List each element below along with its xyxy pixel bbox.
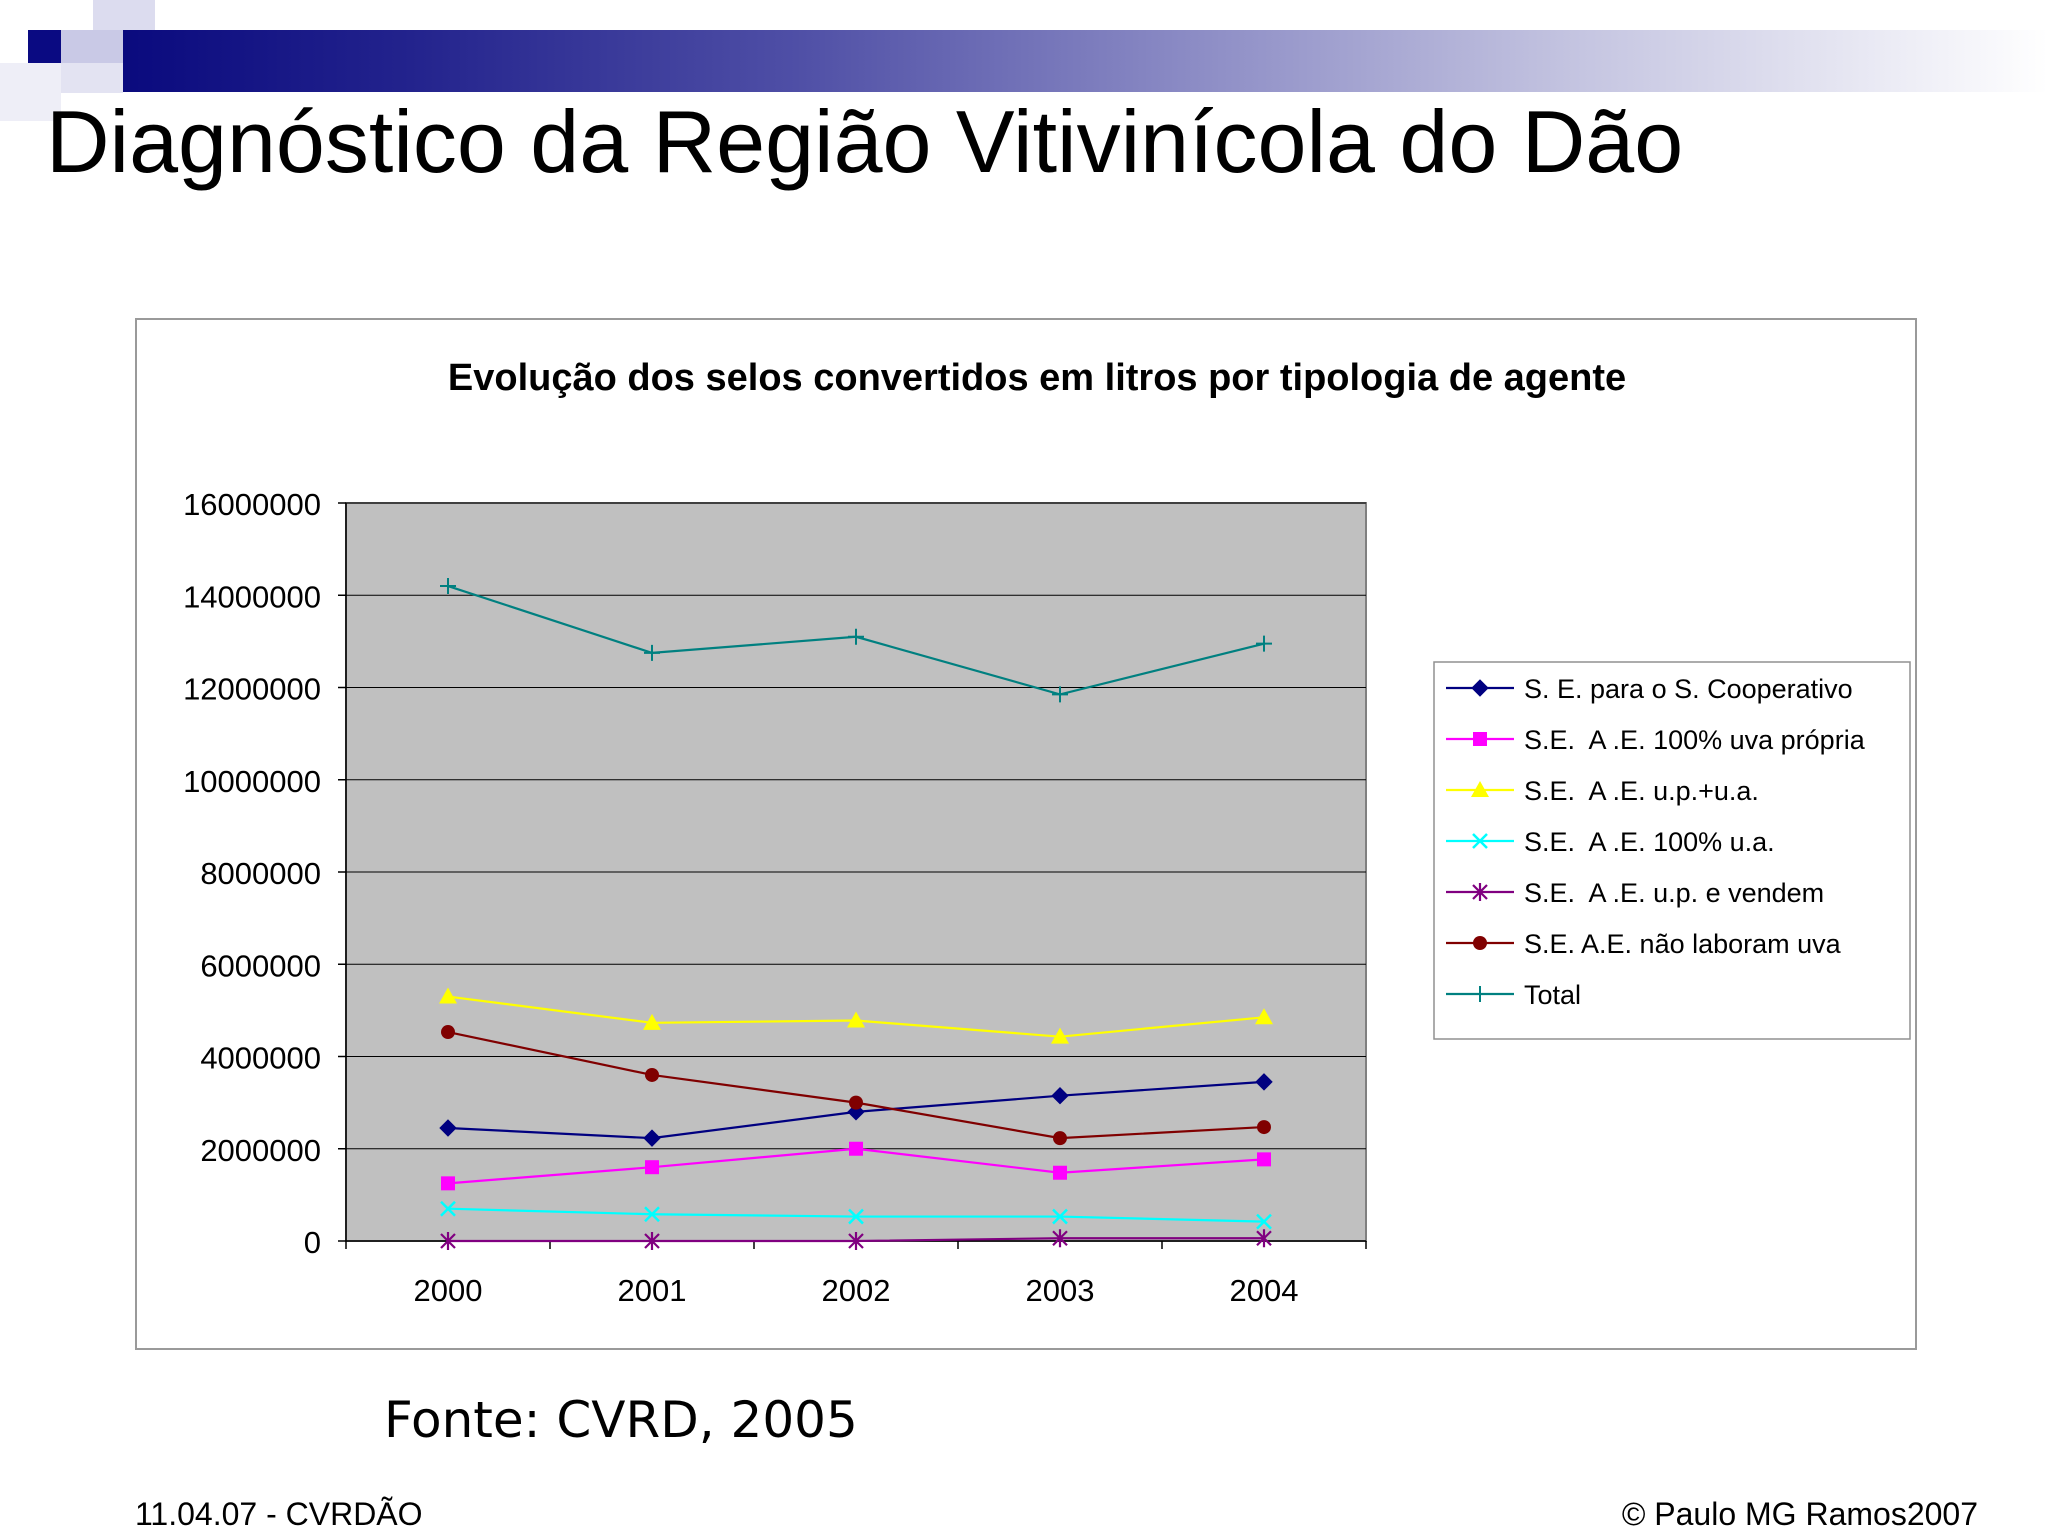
data-point — [440, 578, 456, 595]
x-tick-label: 2003 — [1026, 1273, 1095, 1308]
chart-title: Evolução dos selos convertidos em litros… — [448, 357, 1626, 399]
data-point — [440, 1232, 456, 1250]
data-point — [847, 1011, 865, 1028]
data-point — [645, 1160, 659, 1175]
chart-legend — [1433, 661, 1911, 1040]
legend-label: S.E. A .E. 100% uva própria — [1524, 725, 1866, 755]
y-tick-label: 2000000 — [200, 1133, 321, 1168]
data-point — [1051, 1027, 1069, 1044]
header-square-decoration — [28, 30, 61, 63]
data-point — [1052, 1208, 1068, 1225]
data-point — [441, 1176, 455, 1191]
footer-date: 11.04.07 - CVRDÃO — [135, 1496, 423, 1532]
legend-marker — [1472, 833, 1488, 849]
y-tick-label: 6000000 — [200, 948, 321, 983]
data-point — [848, 1208, 864, 1225]
x-tick-label: 2004 — [1230, 1273, 1299, 1308]
legend-marker — [1472, 986, 1488, 1002]
x-tick-label: 2001 — [618, 1273, 687, 1308]
slide-title: Diagnóstico da Região Vitivinícola do Dã… — [46, 92, 1684, 191]
header-gradient-bar — [122, 30, 2048, 92]
data-point — [645, 1067, 659, 1082]
footer-copyright: © Paulo MG Ramos2007 — [1621, 1496, 1978, 1532]
legend-marker — [1471, 781, 1489, 797]
legend-label: S. E. para o S. Cooperativo — [1524, 674, 1853, 704]
header-square-decoration — [61, 30, 123, 63]
data-point — [848, 628, 864, 645]
data-point — [1053, 1165, 1067, 1180]
data-point — [1053, 1131, 1067, 1146]
x-tick-label: 2000 — [414, 1273, 483, 1308]
data-point — [849, 1095, 863, 1110]
header-square-decoration — [93, 0, 155, 30]
chart-frame: Evolução dos selos convertidos em litros… — [135, 318, 1917, 1350]
legend-label: S.E. A .E. 100% u.a. — [1524, 827, 1775, 857]
data-point — [643, 1013, 661, 1030]
x-tick-label: 2002 — [822, 1273, 891, 1308]
data-point — [1255, 1073, 1273, 1091]
legend-label: S.E. A .E. u.p. e vendem — [1524, 878, 1824, 908]
data-point — [644, 1206, 660, 1223]
legend-label: S.E. A .E. u.p.+u.a. — [1524, 776, 1759, 806]
data-point — [1257, 1120, 1271, 1135]
y-tick-label: 14000000 — [183, 579, 321, 614]
legend-marker — [1473, 936, 1487, 950]
legend-label: Total — [1524, 980, 1581, 1010]
data-point — [439, 1119, 457, 1137]
data-point — [1052, 686, 1068, 703]
header-square-decoration — [0, 63, 61, 121]
y-tick-label: 8000000 — [200, 856, 321, 891]
y-tick-label: 10000000 — [183, 764, 321, 799]
data-point — [439, 987, 457, 1004]
data-point — [1256, 1213, 1272, 1230]
data-point — [1052, 1229, 1068, 1248]
data-point — [440, 1200, 456, 1217]
data-point — [644, 644, 660, 661]
data-point — [644, 1232, 660, 1250]
data-point — [1256, 635, 1272, 652]
y-tick-label: 4000000 — [200, 1041, 321, 1076]
data-point — [643, 1129, 661, 1147]
data-point — [441, 1025, 455, 1040]
data-point — [1256, 1229, 1272, 1248]
legend-marker — [1472, 883, 1488, 901]
data-point — [848, 1232, 864, 1250]
line-chart: Evolução dos selos convertidos em litros… — [183, 357, 1911, 1308]
data-point — [1255, 1008, 1273, 1025]
y-tick-label: 0 — [304, 1225, 321, 1260]
legend-marker — [1471, 679, 1489, 697]
y-tick-label: 16000000 — [183, 487, 321, 522]
legend-marker — [1473, 732, 1487, 746]
data-point — [1051, 1086, 1069, 1105]
data-point — [849, 1141, 863, 1156]
data-point — [1257, 1152, 1271, 1167]
y-tick-label: 12000000 — [183, 672, 321, 707]
source-caption: Fonte: CVRD, 2005 — [384, 1391, 858, 1449]
header-square-decoration — [61, 63, 123, 93]
legend-label: S.E. A.E. não laboram uva — [1524, 929, 1842, 959]
